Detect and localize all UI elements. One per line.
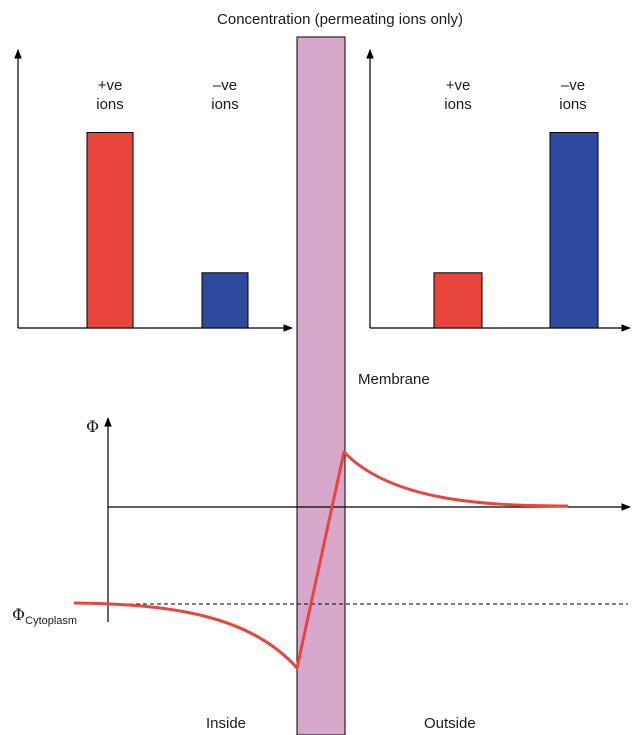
left-positive-ion-label-line2: ions [96, 96, 124, 113]
right-negative-ion-label-line1: –ve [561, 77, 585, 94]
phi-cytoplasm-label: ΦCytoplasm [12, 605, 77, 627]
phi-axis-label: Φ [86, 417, 99, 436]
phi-cytoplasm-subscript: Cytoplasm [25, 615, 77, 627]
right-negative-ion-label-line2: ions [559, 96, 587, 113]
membrane-label: Membrane [358, 371, 430, 388]
left-negative-ion-label-line2: ions [211, 96, 239, 113]
left-positive-ion-label-line1: +ve [98, 77, 123, 94]
concentration-title: Concentration (permeating ions only) [217, 11, 463, 28]
right-positive-ion-label-line2: ions [444, 96, 472, 113]
left-negative-ion-label-line1: –ve [213, 77, 237, 94]
right-negative-ion-bar [549, 132, 599, 329]
right-positive-ion-bar [433, 272, 483, 329]
right-positive-ion-label-line1: +ve [446, 77, 471, 94]
membrane-band [296, 36, 346, 735]
phi-cytoplasm-base: Φ [12, 605, 25, 624]
potential-curve [73, 450, 569, 670]
left-negative-ion-bar [201, 272, 249, 329]
inside-label: Inside [206, 715, 246, 732]
left-positive-ion-bar [86, 132, 134, 329]
outside-label: Outside [424, 715, 476, 732]
